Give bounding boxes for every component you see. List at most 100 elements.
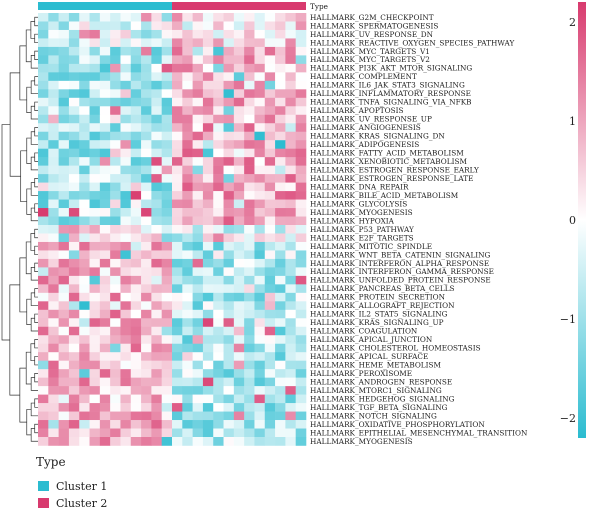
heatmap-cell xyxy=(264,174,276,183)
heatmap-cell xyxy=(161,38,173,48)
heatmap-cell xyxy=(120,63,132,73)
heatmap-cell xyxy=(58,420,70,429)
heatmap-cell xyxy=(161,123,173,133)
heatmap-cell xyxy=(120,352,132,361)
heatmap-cell xyxy=(110,369,121,378)
heatmap-cell xyxy=(202,386,214,395)
heatmap-cell xyxy=(120,369,132,378)
heatmap-cell xyxy=(285,191,296,200)
heatmap-cell xyxy=(58,352,70,361)
heatmap-cell xyxy=(110,309,121,319)
heatmap-cell xyxy=(110,420,121,429)
heatmap-cell xyxy=(182,199,193,209)
heatmap-cell xyxy=(172,292,183,302)
heatmap-cell xyxy=(223,377,235,387)
heatmap-cell xyxy=(48,360,59,370)
heatmap-cell xyxy=(110,174,121,183)
heatmap-cell xyxy=(89,131,101,141)
heatmap-cell xyxy=(213,428,224,438)
heatmap-cell xyxy=(254,199,266,209)
heatmap-cell xyxy=(141,157,152,166)
heatmap-cell xyxy=(285,360,296,370)
heatmap-cell xyxy=(182,258,193,268)
heatmap-cell xyxy=(120,80,132,90)
heatmap-cell xyxy=(58,284,70,294)
row-label: HALLMARK_ANGIOGENESIS xyxy=(310,123,421,132)
heatmap-cell xyxy=(48,114,59,124)
heatmap-cell xyxy=(38,157,49,166)
heatmap-cell xyxy=(223,386,235,395)
heatmap-cell xyxy=(48,258,59,268)
heatmap-cell xyxy=(151,343,162,353)
heatmap-cell xyxy=(244,165,255,175)
heatmap-cell xyxy=(254,123,266,133)
heatmap-cell xyxy=(99,225,111,234)
heatmap-cell xyxy=(58,148,70,158)
heatmap-cell xyxy=(213,29,224,39)
heatmap-cell xyxy=(120,199,132,209)
heatmap-cell xyxy=(223,208,235,217)
heatmap-cell xyxy=(79,301,90,311)
heatmap-cell xyxy=(192,63,204,73)
heatmap-cell xyxy=(275,21,286,31)
heatmap-cell xyxy=(172,241,183,251)
heatmap-cell xyxy=(264,63,276,73)
heatmap-cell xyxy=(172,386,183,395)
heatmap-cell xyxy=(151,318,162,328)
heatmap-cell xyxy=(141,403,152,412)
heatmap-cell xyxy=(264,258,276,268)
heatmap-cell xyxy=(223,157,235,166)
heatmap-cell xyxy=(264,148,276,158)
heatmap-cell xyxy=(79,157,90,166)
heatmap-cell xyxy=(68,352,80,361)
heatmap-cell xyxy=(202,352,214,361)
heatmap-cell xyxy=(202,89,214,99)
heatmap-cell xyxy=(161,216,173,226)
heatmap-cell xyxy=(38,89,49,99)
heatmap-cell xyxy=(48,292,59,302)
heatmap-cell xyxy=(48,174,59,183)
heatmap-cell xyxy=(68,29,80,39)
heatmap-cell xyxy=(120,420,132,429)
heatmap-cell xyxy=(275,89,286,99)
heatmap-cell xyxy=(275,428,286,438)
heatmap-cell xyxy=(295,182,307,192)
heatmap-cell xyxy=(141,428,152,438)
heatmap-cell xyxy=(38,284,49,294)
heatmap-cell xyxy=(264,208,276,217)
heatmap-cell xyxy=(295,131,307,141)
heatmap-cell xyxy=(141,437,152,446)
heatmap-cell xyxy=(202,250,214,260)
heatmap-cell xyxy=(99,326,111,336)
heatmap-cell xyxy=(89,258,101,268)
heatmap-cell xyxy=(223,21,235,31)
heatmap-cell xyxy=(244,292,255,302)
heatmap-cell xyxy=(264,275,276,285)
heatmap-cell xyxy=(275,301,286,311)
heatmap-cell xyxy=(285,420,296,429)
heatmap-cell xyxy=(182,38,193,48)
heatmap-cell xyxy=(161,420,173,429)
heatmap-cell xyxy=(223,38,235,48)
heatmap-cell xyxy=(68,46,80,56)
row-label: HALLMARK_INTERFERON_ALPHA_RESPONSE xyxy=(310,259,489,268)
heatmap-cell xyxy=(130,55,142,65)
heatmap-cell xyxy=(89,148,101,158)
heatmap-cell xyxy=(233,360,245,370)
heatmap-cell xyxy=(130,437,142,446)
heatmap-cell xyxy=(161,403,173,412)
heatmap-cell xyxy=(233,369,245,378)
heatmap-cell xyxy=(295,13,307,22)
heatmap-cell xyxy=(68,148,80,158)
heatmap-cell xyxy=(244,352,255,361)
heatmap-cell xyxy=(254,80,266,90)
heatmap-cell xyxy=(110,63,121,73)
row-label: HALLMARK_APOPTOSIS xyxy=(310,106,403,115)
heatmap-cell xyxy=(275,250,286,260)
dendrogram-branch xyxy=(30,21,35,39)
heatmap-cell xyxy=(202,284,214,294)
heatmap-cell xyxy=(79,38,90,48)
annotation-cluster-1 xyxy=(38,2,172,10)
heatmap-cell xyxy=(161,292,173,302)
heatmap-cell xyxy=(285,250,296,260)
